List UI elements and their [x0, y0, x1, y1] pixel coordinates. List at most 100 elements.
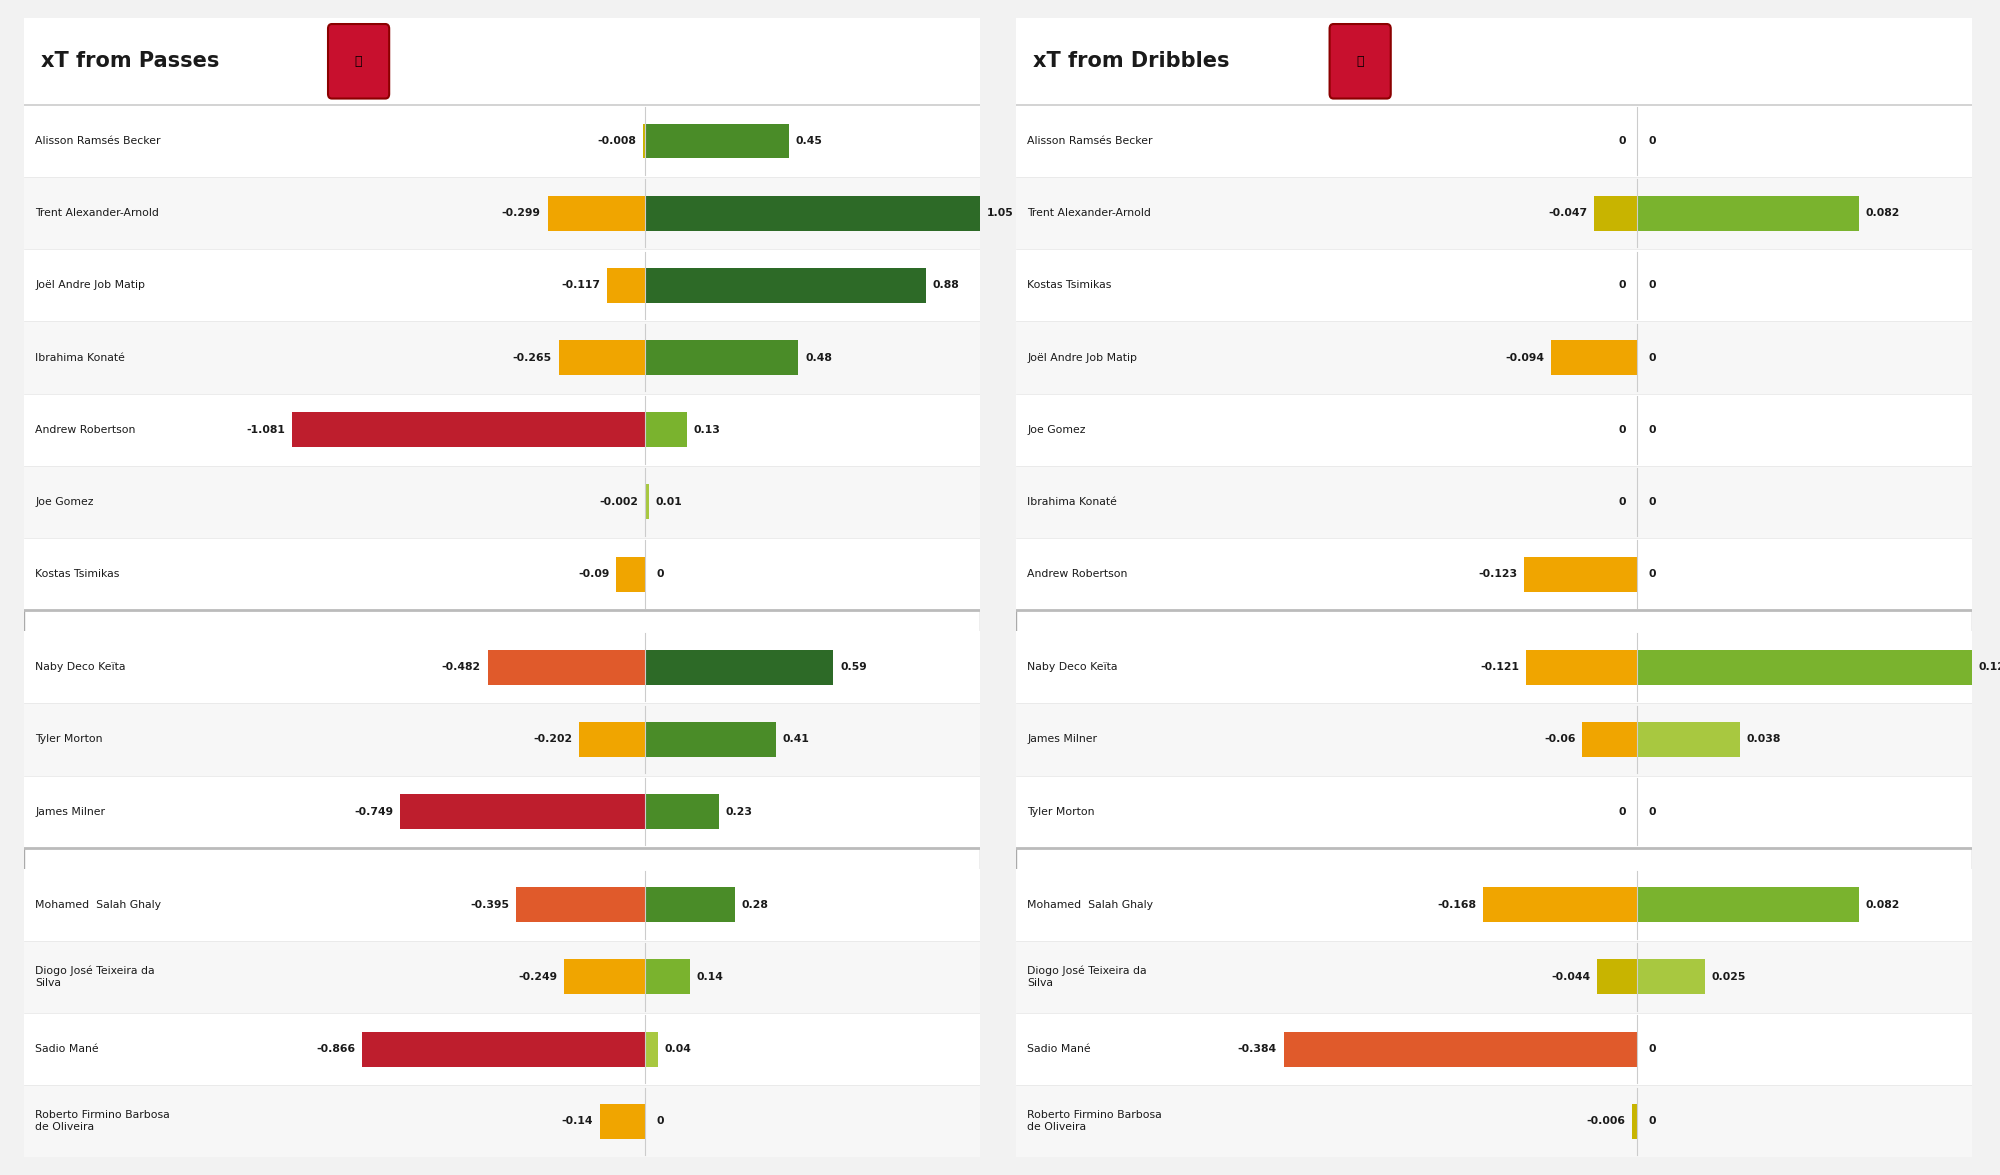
Bar: [1638, 960, 1704, 994]
Text: 0: 0: [1648, 806, 1656, 817]
Text: Roberto Firmino Barbosa
de Oliveira: Roberto Firmino Barbosa de Oliveira: [36, 1110, 170, 1133]
Bar: [1016, 177, 1972, 249]
Text: Kostas Tsimikas: Kostas Tsimikas: [36, 569, 120, 579]
Bar: [24, 322, 980, 394]
Text: 0: 0: [1648, 281, 1656, 290]
Bar: [1016, 249, 1972, 322]
Bar: [24, 631, 980, 704]
Bar: [400, 794, 646, 830]
Text: 0: 0: [1618, 424, 1626, 435]
Text: -0.202: -0.202: [534, 734, 572, 745]
Text: 0.45: 0.45: [796, 136, 822, 146]
Text: Naby Deco Keïta: Naby Deco Keïta: [36, 663, 126, 672]
Text: 0: 0: [1618, 806, 1626, 817]
Text: -0.121: -0.121: [1480, 663, 1520, 672]
Text: -0.14: -0.14: [562, 1116, 592, 1127]
Bar: [608, 268, 646, 303]
Bar: [24, 177, 980, 249]
Bar: [1016, 941, 1972, 1013]
Bar: [24, 704, 980, 776]
Bar: [646, 887, 734, 922]
Bar: [1582, 721, 1638, 757]
Text: Ibrahima Konaté: Ibrahima Konaté: [36, 352, 126, 363]
Bar: [1524, 557, 1638, 591]
Bar: [1016, 868, 1972, 941]
Text: 0.59: 0.59: [840, 663, 866, 672]
Bar: [646, 1032, 658, 1067]
Text: Diogo José Teixeira da
Silva: Diogo José Teixeira da Silva: [36, 966, 156, 988]
Text: 0: 0: [1648, 424, 1656, 435]
Bar: [1016, 18, 1972, 105]
Bar: [1638, 887, 1858, 922]
Text: Alisson Ramsés Becker: Alisson Ramsés Becker: [1028, 136, 1152, 146]
Text: 0.23: 0.23: [726, 806, 752, 817]
Text: -1.081: -1.081: [246, 424, 284, 435]
Bar: [516, 887, 646, 922]
Text: -0.265: -0.265: [512, 352, 552, 363]
Text: 0.01: 0.01: [656, 497, 682, 506]
Bar: [646, 794, 718, 830]
Text: Mohamed  Salah Ghaly: Mohamed Salah Ghaly: [36, 900, 162, 909]
Text: -0.094: -0.094: [1506, 352, 1544, 363]
Bar: [24, 18, 980, 105]
Bar: [24, 465, 980, 538]
Bar: [292, 412, 646, 448]
Text: 0: 0: [1618, 281, 1626, 290]
Text: 🔴: 🔴: [354, 55, 362, 68]
Bar: [558, 340, 646, 375]
Text: Joël Andre Job Matip: Joël Andre Job Matip: [1028, 352, 1138, 363]
Bar: [24, 941, 980, 1013]
Bar: [1016, 1013, 1972, 1086]
Bar: [1016, 105, 1972, 177]
Bar: [1016, 538, 1972, 610]
Bar: [646, 721, 776, 757]
Text: -0.002: -0.002: [600, 497, 638, 506]
Bar: [564, 960, 646, 994]
Bar: [1526, 650, 1638, 685]
Text: James Milner: James Milner: [36, 806, 106, 817]
Text: -0.117: -0.117: [562, 281, 600, 290]
Bar: [1016, 394, 1972, 465]
Text: Kostas Tsimikas: Kostas Tsimikas: [1028, 281, 1112, 290]
Bar: [1638, 196, 1858, 230]
Text: 0.082: 0.082: [1866, 900, 1900, 909]
Text: Joe Gomez: Joe Gomez: [1028, 424, 1086, 435]
Text: -0.006: -0.006: [1586, 1116, 1626, 1127]
Text: 0: 0: [1648, 136, 1656, 146]
Text: 0: 0: [1618, 497, 1626, 506]
Bar: [24, 868, 980, 941]
Bar: [646, 960, 690, 994]
Text: Andrew Robertson: Andrew Robertson: [36, 424, 136, 435]
Text: Sadio Mané: Sadio Mané: [36, 1045, 100, 1054]
Text: 0.04: 0.04: [664, 1045, 692, 1054]
Bar: [488, 650, 646, 685]
Text: Ibrahima Konaté: Ibrahima Konaté: [1028, 497, 1118, 506]
Text: 0.88: 0.88: [932, 281, 960, 290]
Text: 0.124: 0.124: [1978, 663, 2000, 672]
Text: 1.05: 1.05: [986, 208, 1014, 219]
Text: 0: 0: [656, 569, 664, 579]
Text: 0: 0: [656, 1116, 664, 1127]
Bar: [1016, 631, 1972, 704]
Text: Diogo José Teixeira da
Silva: Diogo José Teixeira da Silva: [1028, 966, 1148, 988]
Text: xT from Dribbles: xT from Dribbles: [1034, 52, 1230, 72]
Text: Tyler Morton: Tyler Morton: [1028, 806, 1094, 817]
Bar: [646, 484, 648, 519]
Bar: [24, 249, 980, 322]
Text: Andrew Robertson: Andrew Robertson: [1028, 569, 1128, 579]
Text: Joël Andre Job Matip: Joël Andre Job Matip: [36, 281, 146, 290]
Text: 0.14: 0.14: [696, 972, 724, 982]
Bar: [1596, 960, 1638, 994]
Text: Trent Alexander-Arnold: Trent Alexander-Arnold: [36, 208, 160, 219]
Text: Mohamed  Salah Ghaly: Mohamed Salah Ghaly: [1028, 900, 1154, 909]
Bar: [1550, 340, 1638, 375]
Text: -0.866: -0.866: [316, 1045, 356, 1054]
Text: -0.482: -0.482: [442, 663, 480, 672]
Bar: [600, 1103, 646, 1139]
Text: -0.047: -0.047: [1548, 208, 1588, 219]
Bar: [1482, 887, 1638, 922]
Text: -0.384: -0.384: [1238, 1045, 1276, 1054]
Bar: [1284, 1032, 1638, 1067]
Bar: [24, 1086, 980, 1157]
Text: -0.09: -0.09: [578, 569, 610, 579]
